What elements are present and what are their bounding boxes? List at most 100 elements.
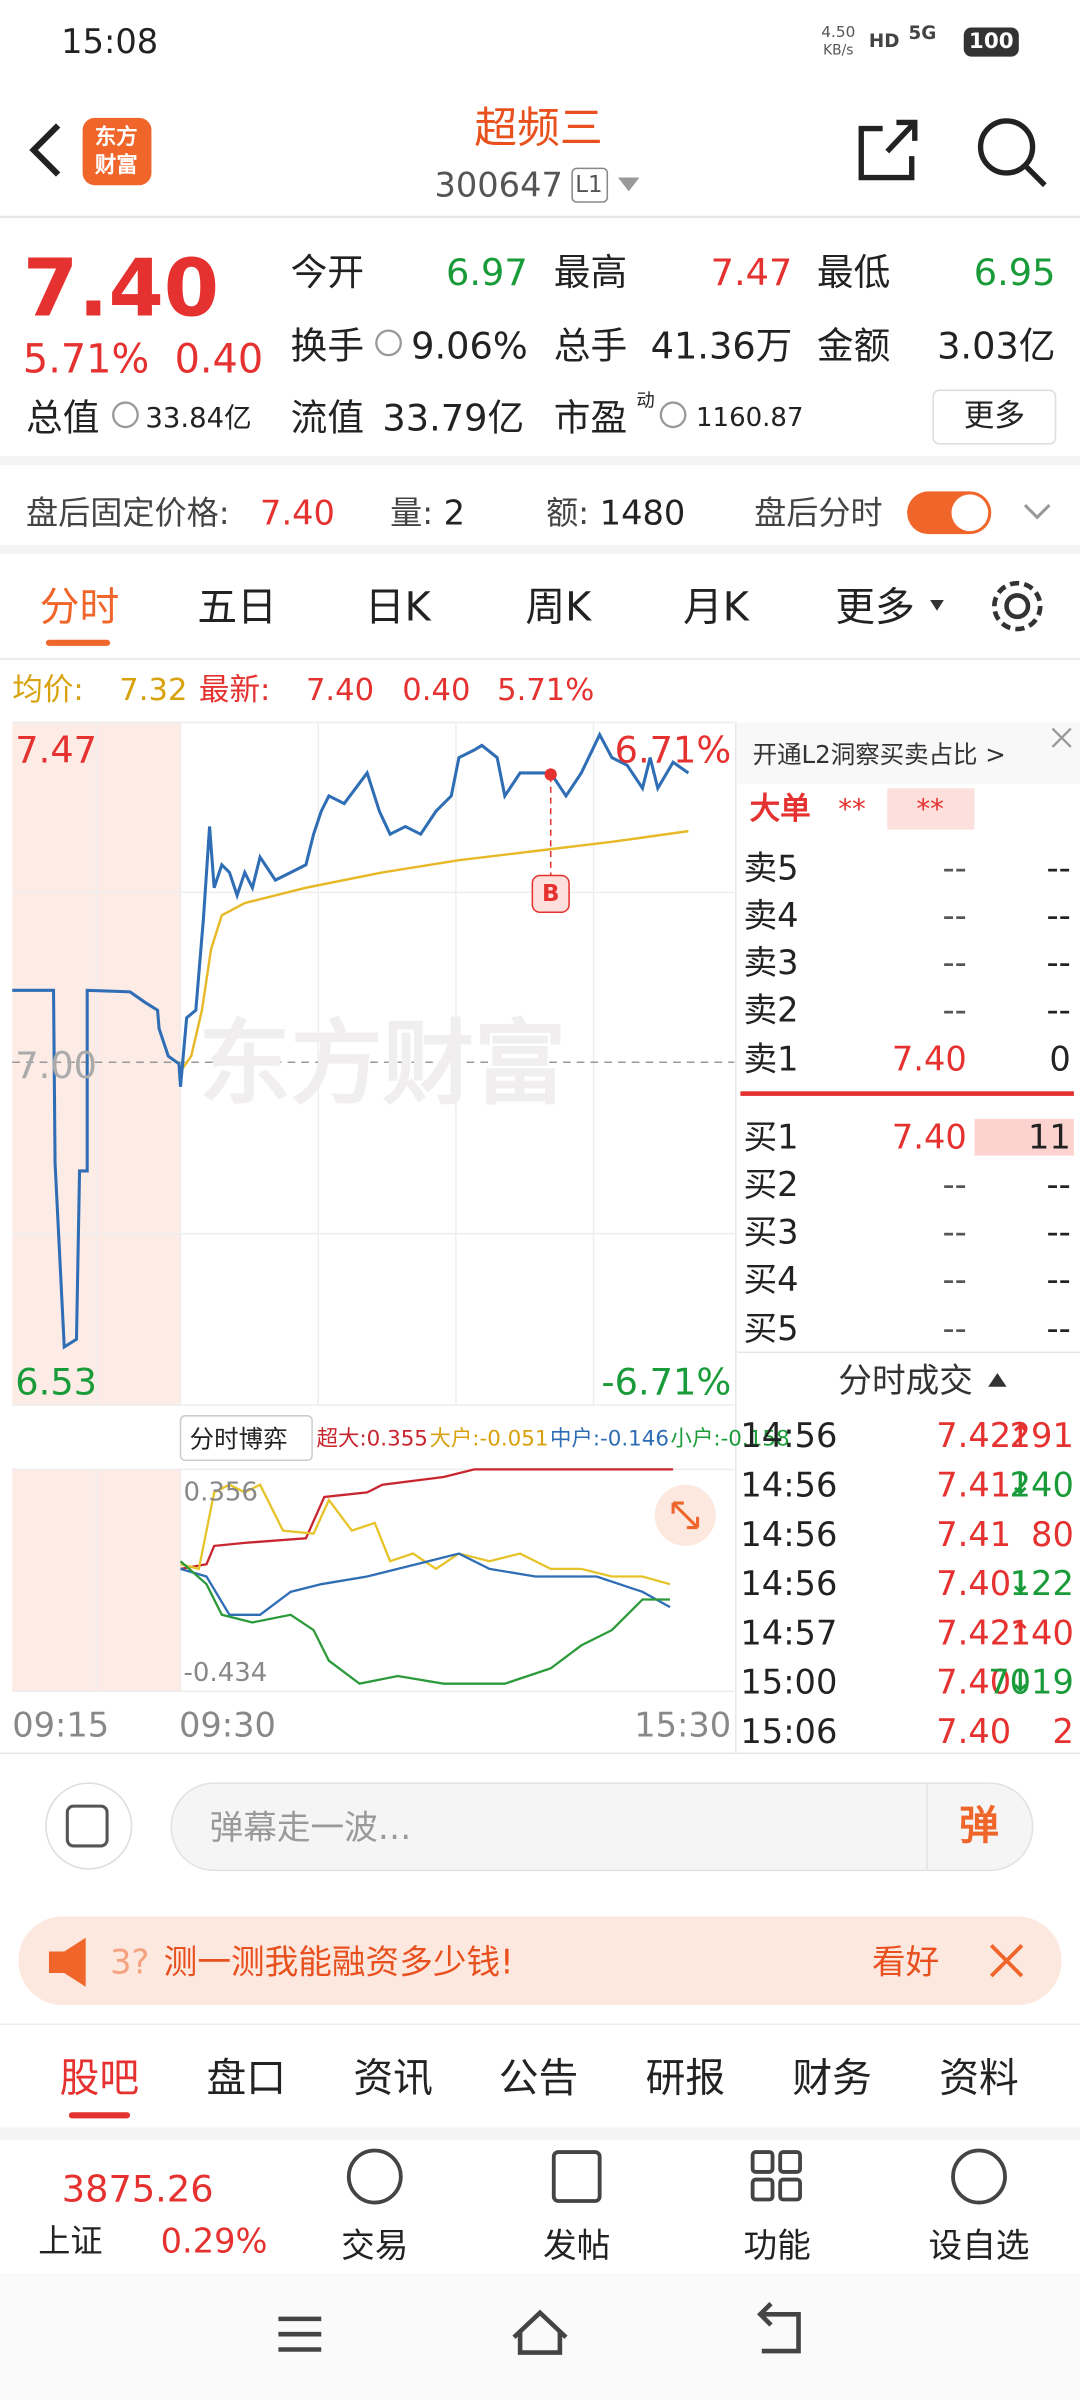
- search-button[interactable]: [977, 118, 1047, 188]
- index-name[interactable]: 上证: [38, 2222, 102, 2260]
- book-label: 买5: [743, 1309, 798, 1348]
- level: L1: [575, 172, 602, 198]
- trade-marker-label[interactable]: B: [542, 881, 559, 907]
- hd-badge: HD: [869, 31, 900, 52]
- settings-button[interactable]: [992, 580, 1043, 632]
- nav-item[interactable]: 发帖: [543, 2226, 610, 2265]
- info-icons: [375, 329, 402, 357]
- ad-text[interactable]: 测一测我能融资多少钱!: [164, 1943, 514, 1982]
- chart-tab[interactable]: 分时: [40, 585, 120, 631]
- settings-button[interactable]: [992, 580, 1043, 632]
- section-tab[interactable]: 研报: [646, 2056, 726, 2102]
- divider: [0, 2023, 1080, 2025]
- close-button[interactable]: [1051, 727, 1072, 748]
- l2-banner[interactable]: [737, 722, 1080, 784]
- share-button[interactable]: [858, 125, 915, 181]
- trade-volume: 80: [1031, 1515, 1074, 1554]
- back-button[interactable]: [29, 123, 61, 177]
- nav-icons: [346, 2148, 403, 2205]
- share-button[interactable]: [858, 119, 918, 181]
- chart-tab[interactable]: 周K: [525, 585, 592, 631]
- comment-input[interactable]: [170, 1782, 1034, 1872]
- trade-time: 14:56: [740, 1515, 837, 1554]
- ad-action[interactable]: 看好: [872, 1943, 939, 1982]
- index-value[interactable]: 3875.26: [62, 2167, 214, 2210]
- dropdown-icon[interactable]: [618, 177, 640, 192]
- section-tab[interactable]: 资料: [939, 2056, 1019, 2102]
- legend-value: -0.158: [721, 1426, 790, 1451]
- trade-arrow: ↑: [1009, 1420, 1032, 1452]
- flow-selector[interactable]: [179, 1415, 313, 1461]
- section-tab[interactable]: 资讯: [353, 2056, 433, 2102]
- trade-volume: 240: [1010, 1465, 1074, 1504]
- section-tab[interactable]: 财务: [792, 2056, 872, 2102]
- nav-icons: [750, 2150, 775, 2174]
- trade-marker[interactable]: [531, 874, 570, 914]
- field-value: 33.79亿: [382, 396, 524, 439]
- flow-axis-label: -0.434: [184, 1658, 268, 1688]
- divider: [0, 456, 1080, 466]
- l2-banner[interactable]: 开通L2洞察买卖占比 >: [753, 740, 1006, 769]
- logo-text: 财富: [95, 152, 138, 178]
- nav-item[interactable]: 功能: [743, 2226, 810, 2265]
- comment-placeholder[interactable]: 弹幕走一波…: [210, 1808, 412, 1847]
- info-icons: [659, 401, 687, 429]
- chart-tab[interactable]: 月K: [683, 585, 750, 631]
- divider: [0, 1752, 1080, 1755]
- nav-item[interactable]: 设自选: [929, 2226, 1030, 2265]
- trade-time: 15:00: [740, 1663, 837, 1702]
- system-nav-buttons[interactable]: [278, 2316, 322, 2352]
- trade-volume: 122: [1010, 1564, 1074, 1603]
- search-button[interactable]: [977, 118, 1036, 176]
- flow-selector[interactable]: 分时博弈: [190, 1424, 288, 1453]
- nav-icons: [551, 2150, 602, 2203]
- big-order-value: **: [838, 794, 866, 826]
- latest-label: 最新:: [199, 673, 270, 708]
- nav-icons: [951, 2148, 1007, 2205]
- settings-button[interactable]: [1004, 593, 1031, 620]
- more-button[interactable]: [932, 389, 1057, 445]
- flow-axis-label: 0.356: [184, 1477, 258, 1507]
- chart-tab[interactable]: 五日: [197, 585, 277, 631]
- after-hours-label: 量:: [390, 494, 433, 532]
- divider: [0, 215, 1080, 219]
- book-volume: --: [1047, 1309, 1071, 1348]
- tab-indicator: [68, 2112, 131, 2119]
- latest-value: 7.40: [306, 673, 374, 708]
- trade-price: 7.41: [936, 1465, 1011, 1504]
- trade-time: 15:06: [740, 1712, 837, 1751]
- chart-tab[interactable]: 更多: [835, 585, 915, 631]
- system-nav-buttons[interactable]: [512, 2309, 568, 2355]
- danmaku-button[interactable]: 弹: [959, 1803, 999, 1849]
- trade-volume: 140: [1010, 1613, 1074, 1652]
- price-line: [12, 731, 690, 1350]
- trades-title[interactable]: 分时成交: [838, 1361, 973, 1400]
- nav-item[interactable]: 交易: [341, 2226, 408, 2265]
- ad-close[interactable]: [989, 1944, 1024, 1978]
- field-value: 9.06%: [411, 324, 528, 367]
- share-button[interactable]: [885, 119, 918, 154]
- status-time: 15:08: [61, 22, 158, 61]
- book-volume: 11: [1028, 1118, 1071, 1157]
- field-label: 最高: [554, 251, 627, 294]
- sort-icon[interactable]: [988, 1372, 1007, 1387]
- section-tab[interactable]: 股吧: [60, 2056, 140, 2102]
- time-label: 09:15: [12, 1705, 109, 1744]
- legend-name: 中户:: [550, 1426, 600, 1451]
- field-label: 金额: [817, 324, 890, 367]
- chart-tab[interactable]: 日K: [365, 585, 432, 631]
- flow-line-small: [179, 1560, 671, 1685]
- book-label: 卖5: [743, 848, 798, 887]
- more-button[interactable]: 更多: [964, 399, 1025, 434]
- ad-banner[interactable]: [18, 1916, 1062, 2006]
- section-tab[interactable]: 公告: [499, 2056, 579, 2102]
- danmaku-settings[interactable]: [45, 1782, 133, 1870]
- expand-icon[interactable]: [1023, 504, 1051, 520]
- system-nav-buttons[interactable]: [278, 2301, 801, 2355]
- book-price: --: [943, 943, 967, 982]
- trade-arrow: ↓: [1009, 1469, 1032, 1501]
- system-nav-buttons[interactable]: [757, 2301, 801, 2354]
- index-pct[interactable]: 0.29%: [161, 2221, 268, 2260]
- section-tab[interactable]: 盘口: [207, 2056, 287, 2102]
- search-button[interactable]: [1024, 164, 1047, 188]
